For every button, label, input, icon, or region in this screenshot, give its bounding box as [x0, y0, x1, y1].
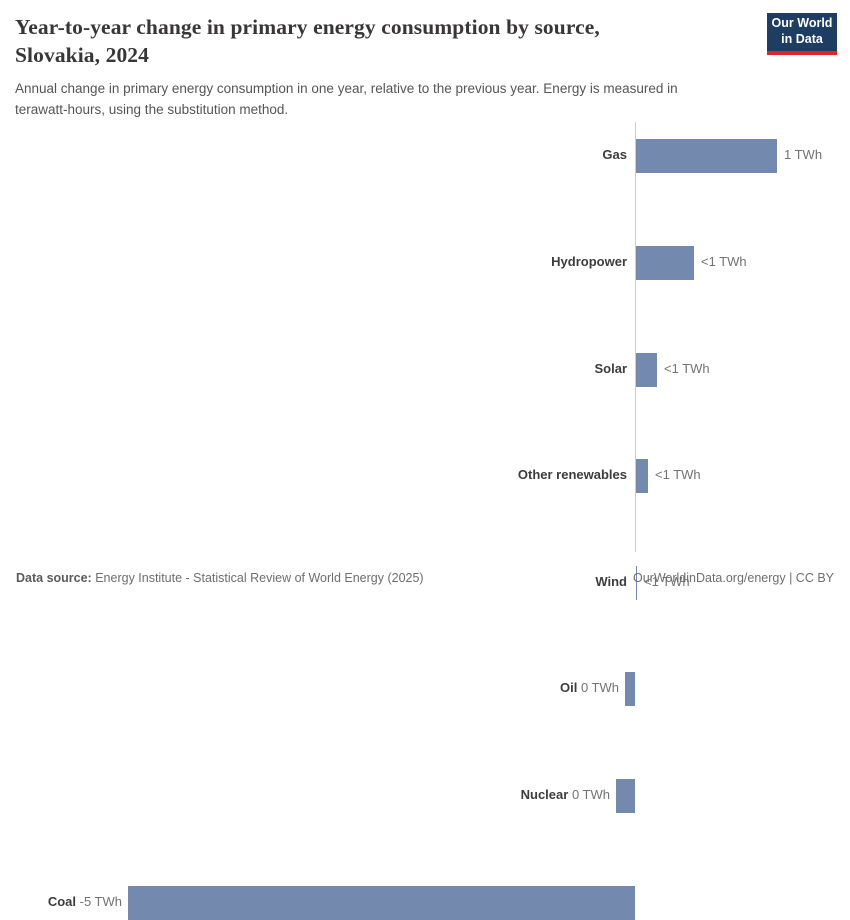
bar-row-coal: Coal -5 TWh [0, 499, 850, 920]
bar-row-other-renewables: <1 TWh Other renewables [0, 286, 850, 494]
bar-row-oil: Oil 0 TWh [0, 392, 850, 707]
data-source-note: Data source: Energy Institute - Statisti… [16, 571, 424, 585]
entity-label-hydropower: Hydropower [551, 253, 627, 269]
bar-row-solar: <1 TWh Solar [0, 232, 850, 387]
page-subtitle: Annual change in primary energy consumpt… [15, 80, 678, 117]
bar-row-hydropower: <1 TWh Hydropower [0, 179, 850, 280]
entity-label-other-renewables: Other renewables [517, 467, 627, 483]
value-label-hydropower: <1 TWh [701, 253, 747, 269]
value-label-nuclear: 0 TWh [568, 786, 610, 802]
bar-coal[interactable] [128, 885, 635, 920]
data-source-label: Data source: [16, 571, 92, 585]
chart-header: Year-to-year change in primary energy co… [15, 13, 750, 121]
data-source-text: Energy Institute - Statistical Review of… [91, 571, 424, 585]
owid-logo[interactable]: Our World in Data [767, 13, 837, 55]
bar-row-wind: <1 TWh Wind [0, 339, 850, 600]
value-label-coal: -5 TWh [76, 893, 122, 909]
entity-label-wind: Wind [595, 573, 627, 589]
license-note[interactable]: OurWorldinData.org/energy | CC BY [632, 571, 834, 585]
bar-hydropower[interactable] [636, 245, 694, 280]
value-label-other-renewables: <1 TWh [655, 467, 701, 483]
bar-nuclear[interactable] [616, 778, 635, 813]
entity-label-oil: Oil 0 TWh [559, 680, 619, 696]
bar-chart: 1 TWh Gas <1 TWh Hydropower <1 TWh Solar <1 TW… [0, 122, 850, 920]
chart-page: Year-to-year change in primary energy co… [0, 13, 850, 920]
value-label-oil: 0 TWh [577, 680, 619, 696]
bar-row-nuclear: Nuclear 0 TWh [0, 446, 850, 813]
bar-other-renewables[interactable] [636, 459, 648, 494]
value-label-gas: 1 TWh [784, 147, 823, 163]
bar-row-gas: 1 TWh Gas [0, 126, 850, 179]
bar-oil[interactable] [625, 672, 635, 707]
bar-solar[interactable] [636, 352, 657, 387]
entity-label-nuclear: Nuclear 0 TWh [520, 786, 610, 802]
y-axis-line [635, 122, 636, 552]
owid-logo-line2: in Data [781, 32, 823, 46]
entity-label-gas: Gas [602, 147, 627, 163]
chart-footer: Data source: Energy Institute - Statisti… [16, 571, 834, 585]
bar-gas[interactable] [636, 139, 777, 174]
bar-wind[interactable] [636, 565, 637, 600]
value-label-solar: <1 TWh [664, 360, 710, 376]
owid-logo-line1: Our World [771, 16, 833, 31]
entity-label-solar: Solar [594, 360, 627, 376]
page-title: Year-to-year change in primary energy co… [15, 15, 600, 68]
value-label-wind: <1 TWh [644, 573, 690, 589]
entity-label-coal: Coal -5 TWh [47, 893, 122, 909]
